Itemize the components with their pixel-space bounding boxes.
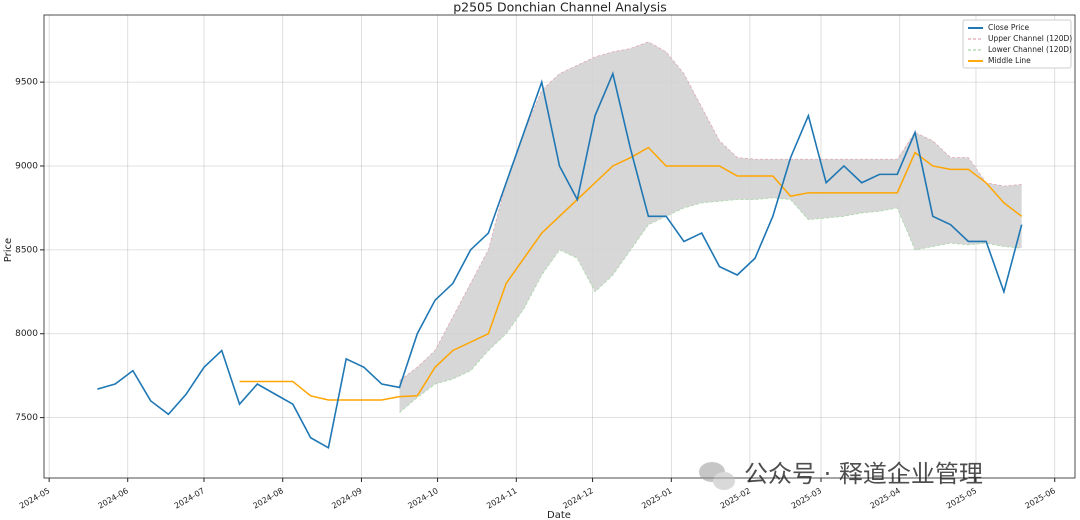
x-tick-label: 2024-10 (406, 486, 439, 511)
y-tick-label: 9500 (15, 78, 38, 88)
legend-label: Upper Channel (120D) (988, 34, 1072, 43)
channel-band (399, 41, 1022, 413)
y-tick-label: 9000 (15, 161, 38, 171)
x-tick-label: 2024-07 (173, 486, 206, 511)
series-line (97, 71, 1023, 450)
series-line (239, 146, 1023, 401)
x-tick-label: 2025-05 (945, 486, 978, 511)
x-tick-label: 2024-12 (561, 486, 594, 511)
x-tick-label: 2024-08 (252, 486, 285, 511)
legend-label: Middle Line (988, 56, 1031, 65)
watermark-icon (699, 462, 735, 490)
y-tick-label: 7500 (15, 413, 38, 423)
y-tick-label: 8500 (15, 245, 38, 255)
x-tick-label: 2025-03 (790, 486, 823, 511)
legend-label: Close Price (988, 23, 1029, 32)
y-tick-label: 8000 (15, 329, 38, 339)
x-tick-label: 2024-05 (18, 486, 51, 511)
series-line (399, 197, 1022, 413)
x-tick-label: 2024-11 (485, 486, 518, 511)
legend-box (962, 19, 1072, 69)
x-tick-label: 2025-01 (640, 486, 673, 511)
x-axis-label: Date (547, 510, 571, 520)
x-tick-label: 2025-04 (869, 486, 902, 511)
watermark: 公众号 · 释道企业管理 (744, 460, 983, 488)
chart-title: p2505 Donchian Channel Analysis (453, 0, 667, 15)
plot-frame (43, 14, 1076, 479)
y-axis-label: Price (3, 238, 14, 262)
series-line (399, 41, 1022, 382)
x-tick-label: 2025-06 (1024, 486, 1057, 511)
x-tick-label: 2024-06 (97, 486, 130, 511)
legend-label: Lower Channel (120D) (988, 45, 1072, 54)
x-tick-label: 2024-09 (330, 486, 363, 511)
